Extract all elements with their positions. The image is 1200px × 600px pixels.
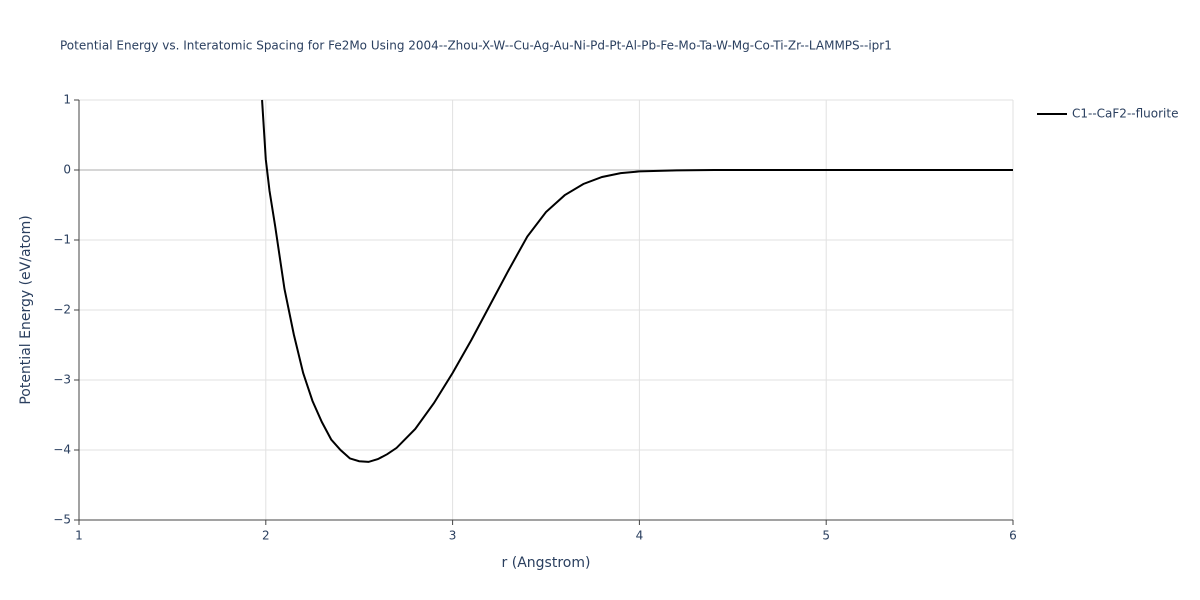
- x-axis-label: r (Angstrom): [502, 555, 591, 571]
- y-tick-label: −4: [53, 443, 71, 457]
- y-tick-label: −5: [53, 513, 71, 527]
- y-tick-label: −1: [53, 233, 71, 247]
- x-tick-label: 4: [636, 529, 644, 543]
- x-tick-label: 3: [449, 529, 457, 543]
- x-tick-label: 1: [75, 529, 83, 543]
- x-tick-label: 2: [262, 529, 270, 543]
- y-tick-label: −2: [53, 303, 71, 317]
- line-series: [261, 99, 1013, 463]
- y-tick-label: −3: [53, 373, 71, 387]
- legend-label: C1--CaF2--fluorite: [1072, 107, 1178, 121]
- x-tick-label: 5: [822, 529, 830, 543]
- y-tick-label: 0: [63, 163, 71, 177]
- chart-title: Potential Energy vs. Interatomic Spacing…: [60, 39, 892, 53]
- x-tick-label: 6: [1009, 529, 1017, 543]
- y-axis-label: Potential Energy (eV/atom): [18, 215, 34, 404]
- y-tick-label: 1: [63, 93, 71, 107]
